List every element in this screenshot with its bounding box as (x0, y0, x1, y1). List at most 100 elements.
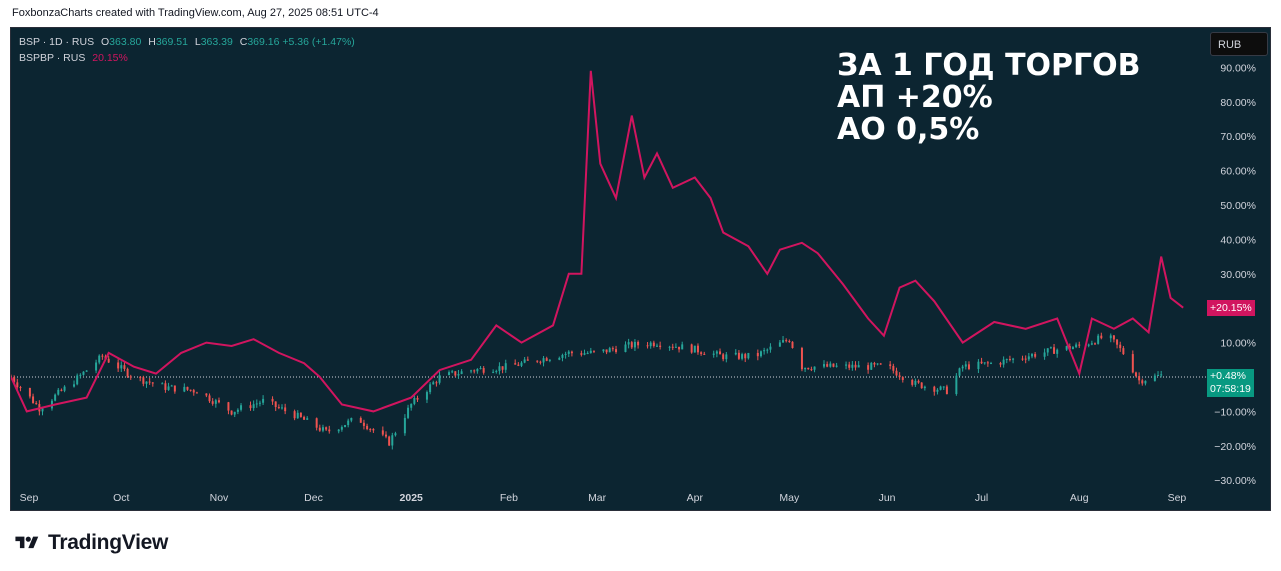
candle-body (73, 384, 76, 387)
compare-price-badge: +20.15% (1207, 299, 1255, 316)
legend-compare[interactable]: BSPBP · RUS 20.15% (19, 52, 128, 64)
candle-body (747, 352, 750, 359)
candle-body (183, 386, 186, 392)
candle-body (800, 347, 803, 370)
tradingview-logo-icon (15, 536, 39, 549)
candle-body (1119, 344, 1122, 349)
candle-body (1122, 348, 1125, 355)
candle-body (1024, 358, 1027, 360)
candle-body (432, 382, 435, 385)
y-tick-label: 60.00% (1220, 166, 1256, 178)
candle-body (895, 370, 898, 376)
candle-body (161, 383, 164, 385)
candle-body (492, 371, 495, 373)
candle-body (425, 392, 428, 400)
candle-body (208, 395, 211, 402)
candle-body (873, 363, 876, 365)
candle-body (766, 349, 769, 351)
candle-body (252, 404, 255, 409)
candle-body (117, 362, 120, 369)
candle-body (230, 410, 233, 415)
x-tick-label: May (779, 492, 800, 504)
legend-high-label: H (148, 36, 156, 48)
candle-body (914, 380, 917, 385)
candle-body (977, 361, 980, 370)
candle-body (561, 354, 564, 358)
candle-body (435, 382, 438, 384)
candle-body (889, 364, 892, 366)
candle-body (983, 362, 986, 364)
currency-button[interactable]: RUB (1210, 32, 1268, 56)
candle-body (1030, 354, 1033, 357)
candle-body (139, 377, 142, 379)
candle-body (1141, 380, 1144, 384)
annotation-line-2: АП +20% (837, 80, 993, 115)
candle-body (498, 366, 501, 371)
candle-body (457, 374, 460, 376)
candle-body (337, 429, 340, 432)
x-tick-label: 2025 (400, 492, 424, 504)
compare-series-line (11, 70, 1184, 413)
candle-body (54, 394, 57, 401)
candle-body (986, 362, 989, 364)
candle-body (16, 382, 19, 388)
legend-close-value: 369.16 (247, 36, 280, 48)
candle-body (258, 402, 261, 404)
candle-body (536, 360, 539, 362)
candle-body (637, 341, 640, 346)
legend-main-symbol[interactable]: BSP · 1D · RUS (19, 36, 95, 48)
x-tick-label: Nov (210, 492, 229, 504)
y-tick-label: 90.00% (1220, 62, 1256, 74)
price-chart[interactable]: 90.00% 80.00% 70.00% 60.00% 50.00% 40.00% 30.0… (11, 28, 1271, 511)
candle-body (262, 398, 265, 403)
candle-body (741, 354, 744, 359)
chart-panel[interactable]: 90.00% 80.00% 70.00% 60.00% 50.00% 40.00% 30.0… (10, 27, 1271, 511)
candle-body (923, 386, 926, 389)
candle-body (501, 366, 504, 370)
candle-body (763, 350, 766, 352)
x-tick-label: Mar (588, 492, 607, 504)
candle-body (1043, 352, 1046, 357)
candle-body (1112, 335, 1115, 340)
candle-body (633, 341, 636, 348)
candle-body (293, 411, 296, 419)
candle-body (810, 369, 813, 371)
candle-body (167, 386, 170, 390)
candle-body (148, 381, 151, 383)
legend-change-value: +5.36 (+1.47%) (282, 36, 355, 48)
candle-body (526, 359, 529, 361)
y-tick-label: 50.00% (1220, 200, 1256, 212)
candle-body (315, 418, 318, 428)
candle-body (933, 386, 936, 392)
candle-body (142, 377, 145, 384)
candle-body (681, 344, 684, 350)
tradingview-brand-text: TradingView (48, 531, 169, 554)
candle-body (608, 348, 611, 353)
candle-body (473, 370, 476, 372)
time-axis: Sep Oct Nov Dec 2025 Feb Mar Apr May Jun Jul Aug Sep (20, 492, 1187, 504)
candle-body (28, 387, 31, 397)
candle-body (1075, 344, 1078, 348)
tradingview-logo[interactable]: TradingView (12, 531, 168, 555)
y-tick-label: 80.00% (1220, 97, 1256, 109)
legend-main[interactable]: BSP · 1D · RUS O363.80 H369.51 L363.39 C… (19, 36, 355, 48)
candle-body (1065, 346, 1068, 350)
candle-body (630, 342, 633, 348)
candle-body (205, 393, 208, 396)
candle-body (1116, 339, 1119, 345)
candle-body (678, 346, 681, 350)
main-change-text: +0.48% (1210, 370, 1246, 383)
legend-compare-symbol[interactable]: BSPBP · RUS (19, 52, 86, 64)
candle-body (788, 340, 791, 342)
y-tick-label: 70.00% (1220, 131, 1256, 143)
candle-body (388, 436, 391, 446)
candle-body (476, 369, 479, 372)
candle-body (369, 429, 372, 431)
candle-body (826, 364, 829, 367)
candle-body (558, 357, 561, 360)
countdown-text: 07:58:19 (1210, 383, 1251, 396)
candle-body (41, 408, 44, 412)
candle-body (126, 368, 129, 377)
candle-body (514, 363, 517, 365)
candle-body (306, 418, 309, 420)
